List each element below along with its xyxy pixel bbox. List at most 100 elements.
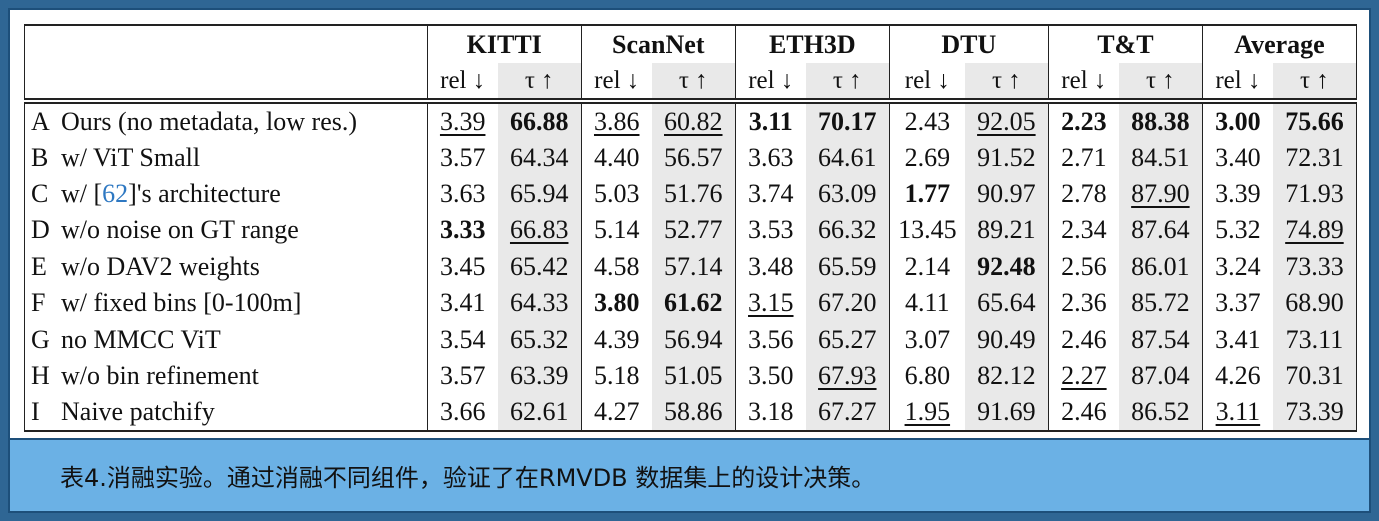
citation-link[interactable]: 62	[102, 178, 129, 208]
cell-rel: 2.23	[1048, 103, 1118, 139]
header-spacer	[24, 99, 1357, 104]
cell-tau: 65.32	[497, 321, 582, 358]
cell-value: 3.48	[748, 251, 794, 281]
cell-tau: 67.93	[805, 357, 890, 395]
cell-tau: 58.86	[651, 394, 736, 432]
cell-tau: 56.57	[651, 139, 736, 176]
cell-rel: 3.15	[735, 285, 805, 321]
table-row: I Naive patchify 3.66 62.61 4.27 58.86 3.18 67.…	[24, 394, 1357, 432]
cell-tau: 87.04	[1118, 357, 1203, 395]
cell-tau: 57.14	[651, 248, 736, 285]
cell-rel: 3.11	[735, 103, 805, 139]
row-id: B	[31, 142, 49, 172]
cell-value: 60.82	[664, 106, 723, 136]
cell-tau: 90.97	[964, 175, 1049, 213]
cell-value: 75.66	[1285, 106, 1344, 136]
cell-rel: 3.41	[427, 285, 497, 321]
cell-rel: 3.33	[427, 212, 497, 248]
dataset-header-scannet: ScanNet	[581, 24, 736, 63]
cell-tau: 65.42	[497, 248, 582, 285]
cell-rel: 3.57	[427, 358, 497, 394]
cell-value: 90.97	[977, 178, 1036, 208]
cell-value: 2.36	[1061, 288, 1107, 318]
metric-tau-header: τ ↑	[964, 63, 1049, 100]
cell-rel: 3.50	[735, 358, 805, 394]
cell-tau: 62.61	[497, 394, 582, 432]
cell-rel: 2.36	[1048, 285, 1118, 321]
cell-value: 86.52	[1131, 396, 1190, 426]
cell-rel: 2.69	[889, 139, 965, 175]
metric-rel-header: rel ↓	[889, 63, 965, 100]
cell-value: 13.45	[898, 215, 957, 245]
cell-rel: 3.54	[427, 321, 497, 357]
cell-tau: 92.05	[964, 103, 1049, 140]
cell-value: 3.11	[1215, 396, 1261, 426]
cell-value: 2.34	[1061, 215, 1107, 245]
cell-value: 70.31	[1285, 360, 1344, 390]
cell-rel: 3.56	[735, 321, 805, 357]
cell-value: 3.56	[748, 324, 794, 354]
metric-rel-header: rel ↓	[581, 63, 652, 100]
cell-rel: 3.00	[1202, 103, 1272, 139]
cell-tau: 66.83	[497, 212, 582, 249]
cell-value: 3.50	[748, 360, 794, 390]
cell-tau: 63.39	[497, 357, 582, 395]
cell-value: 87.90	[1131, 178, 1190, 208]
cell-value: 3.07	[904, 324, 951, 354]
cell-value: 3.40	[1215, 142, 1261, 172]
table-body: A Ours (no metadata, low res.) 3.39 66.88 3.…	[24, 103, 1357, 432]
cell-rel: 3.40	[1202, 139, 1272, 175]
cell-tau: 86.52	[1118, 394, 1203, 432]
cell-value: 2.78	[1061, 178, 1107, 208]
cell-tau: 68.90	[1272, 284, 1357, 322]
cell-rel: 3.63	[427, 176, 497, 212]
cell-value: 66.32	[818, 215, 877, 245]
metric-rel-header: rel ↓	[427, 63, 498, 100]
cell-value: 5.14	[593, 215, 640, 245]
cell-tau: 63.09	[805, 175, 890, 213]
cell-tau: 88.38	[1118, 103, 1203, 140]
cell-value: 51.05	[664, 360, 723, 390]
cell-value: 4.26	[1215, 360, 1261, 390]
cell-tau: 86.01	[1118, 248, 1203, 285]
row-name: no MMCC ViT	[61, 324, 221, 354]
cell-value: 4.27	[593, 396, 640, 426]
cell-rel: 3.63	[735, 139, 805, 175]
cell-rel: 5.32	[1202, 212, 1272, 248]
cell-value: 3.15	[748, 288, 794, 318]
cell-tau: 65.64	[964, 284, 1049, 322]
cell-tau: 91.52	[964, 139, 1049, 176]
cell-value: 72.31	[1285, 142, 1344, 172]
cell-value: 87.04	[1131, 360, 1190, 390]
cell-rel: 3.39	[1202, 176, 1272, 212]
metric-rel-header: rel ↓	[735, 63, 806, 100]
cell-value: 71.93	[1285, 178, 1344, 208]
cell-value: 3.24	[1215, 251, 1261, 281]
cell-value: 2.27	[1061, 360, 1107, 390]
cell-value: 73.33	[1285, 251, 1344, 281]
cell-value: 64.34	[509, 142, 569, 172]
row-id: F	[31, 288, 46, 318]
cell-value: 66.83	[509, 215, 569, 245]
cell-rel: 3.11	[1202, 394, 1273, 432]
cell-rel: 2.46	[1048, 321, 1118, 357]
cell-value: 3.63	[439, 178, 486, 208]
row-name: w/ [	[61, 178, 103, 208]
cell-tau: 75.66	[1272, 103, 1357, 140]
metric-header-row: rel ↓ τ ↑ rel ↓ τ ↑ rel ↓ τ ↑ rel ↓ τ ↑ …	[24, 63, 1357, 100]
cell-rel: 4.40	[581, 139, 651, 175]
corner-cell-metrics	[24, 63, 428, 100]
cell-tau: 61.62	[651, 284, 736, 322]
cell-value: 5.18	[593, 360, 640, 390]
cell-rel: 3.86	[581, 103, 651, 139]
cell-rel: 1.95	[889, 394, 965, 432]
cell-value: 3.54	[439, 324, 486, 354]
cell-value: 90.49	[977, 324, 1036, 354]
cell-tau: 60.82	[651, 103, 736, 140]
cell-rel: 2.27	[1048, 358, 1118, 394]
cell-tau: 89.21	[964, 212, 1049, 249]
